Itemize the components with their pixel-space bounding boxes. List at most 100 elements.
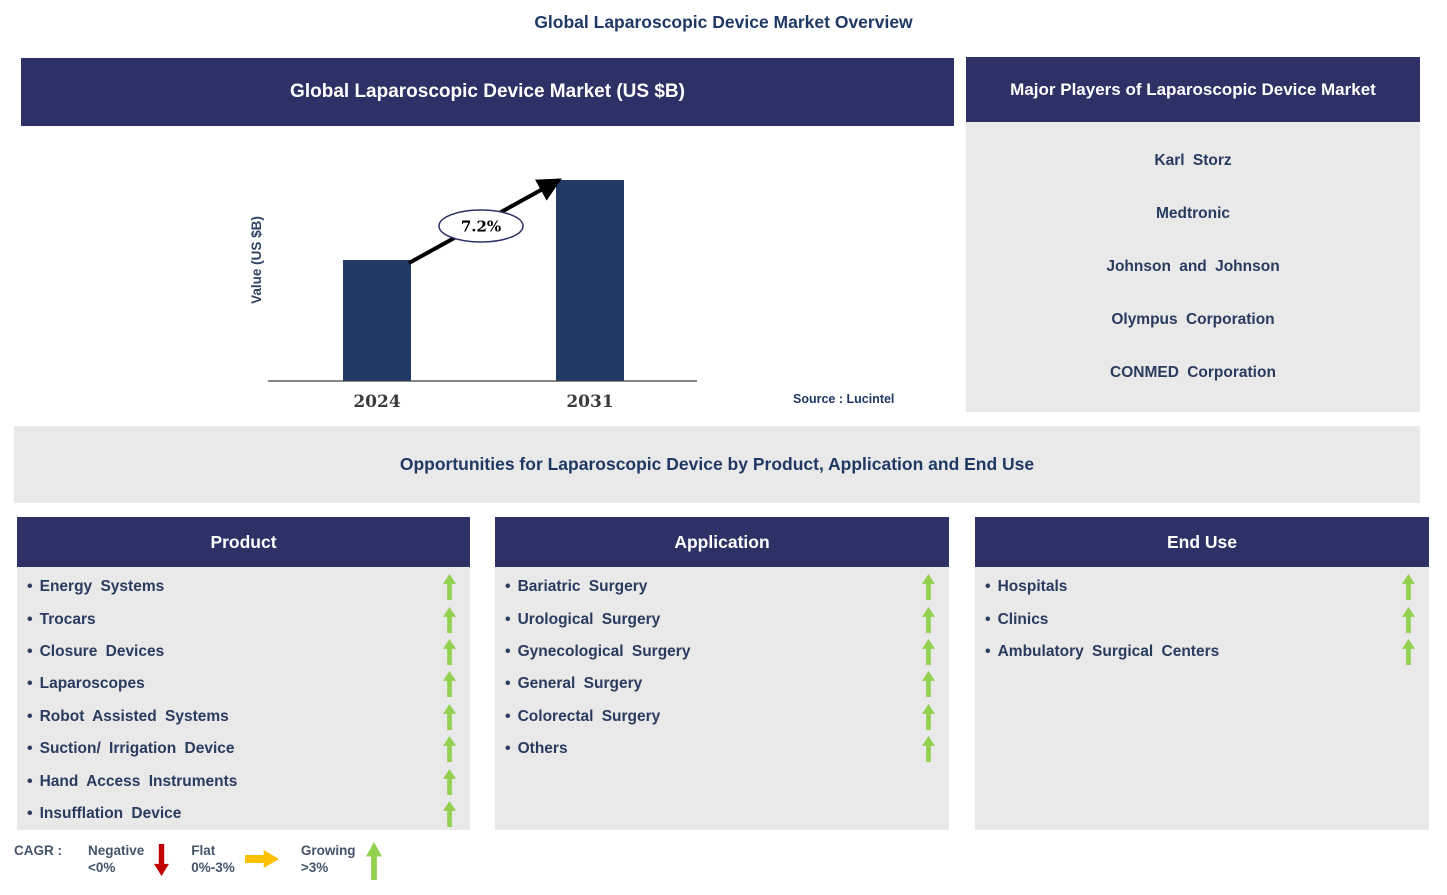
trend-up-arrow-icon: [443, 768, 456, 795]
end-use-list: • Hospitals • Clinics • Ambulatory Surgical C…: [975, 567, 1429, 830]
x-tick-2031: 2031: [566, 392, 613, 412]
legend-entry-range: 0%-3%: [191, 860, 235, 875]
segment-item-label: Urological Surgery: [517, 610, 661, 628]
bullet-icon: •: [505, 642, 511, 660]
source-note: Source : Lucintel: [793, 392, 895, 406]
bullet-icon: •: [505, 675, 511, 693]
segment-item-label: Bariatric Surgery: [517, 578, 648, 596]
legend-entry-range: <0%: [88, 860, 116, 875]
list-item: • Energy Systems: [27, 571, 456, 603]
players-panel-header: Major Players of Laparoscopic Device Mar…: [966, 57, 1420, 122]
list-item: • Trocars: [27, 603, 456, 635]
list-item: • Others: [505, 733, 935, 765]
trend-up-arrow-icon: [443, 671, 456, 698]
end-use-panel: End Use • Hospitals • Clinics • Ambulatory Su…: [975, 517, 1429, 830]
bullet-icon: •: [27, 610, 33, 628]
page-title: Global Laparoscopic Device Market Overvi…: [534, 12, 913, 32]
trend-up-arrow-icon: [922, 671, 935, 698]
cagr-legend-label: CAGR :: [14, 843, 62, 858]
list-item: • Robot Assisted Systems: [27, 701, 456, 733]
bullet-icon: •: [985, 610, 991, 628]
bullet-icon: •: [27, 578, 33, 596]
trend-up-arrow-icon: [443, 606, 456, 633]
trend-up-arrow-icon: [922, 606, 935, 633]
player-name: Karl Storz: [1154, 151, 1232, 169]
segment-item-label: Hospitals: [997, 578, 1068, 596]
segment-item-label: General Surgery: [517, 675, 643, 693]
list-item: • Urological Surgery: [505, 603, 935, 635]
bullet-icon: •: [27, 804, 33, 822]
legend-entry-text: Flat 0%-3%: [191, 842, 235, 876]
legend-entry-name: Flat: [191, 843, 216, 858]
bar-2031: [556, 180, 624, 381]
list-item: • Bariatric Surgery: [505, 571, 935, 603]
bullet-icon: •: [985, 578, 991, 596]
segment-item-label: Others: [517, 740, 568, 758]
application-panel: Application • Bariatric Surgery • Urologica…: [495, 517, 949, 830]
list-item: • Insufflation Device: [27, 798, 456, 830]
bullet-icon: •: [27, 707, 33, 725]
player-name: Johnson and Johnson: [1106, 257, 1280, 275]
list-item: • Laparoscopes: [27, 668, 456, 700]
market-bar-chart: Value (US $B) 7.2% 2024 2031: [249, 178, 697, 412]
list-item: • Hand Access Instruments: [27, 765, 456, 797]
trend-up-arrow-icon: [1402, 574, 1415, 601]
trend-up-arrow-icon: [443, 800, 456, 827]
list-item: • Hospitals: [985, 571, 1415, 603]
segment-item-label: Gynecological Surgery: [517, 642, 691, 660]
legend-entry: Flat 0%-3%: [191, 842, 301, 876]
cagr-value: 7.2%: [461, 218, 501, 236]
bullet-icon: •: [985, 642, 991, 660]
bullet-icon: •: [27, 740, 33, 758]
segment-item-label: Closure Devices: [39, 642, 165, 660]
application-list: • Bariatric Surgery • Urological Surgery • Gy…: [495, 567, 949, 830]
legend-up-arrow-icon: [365, 842, 382, 880]
legend-entry-text: Negative <0%: [88, 842, 144, 876]
player-name: CONMED Corporation: [1110, 364, 1276, 382]
bullet-icon: •: [27, 642, 33, 660]
segment-item-label: Energy Systems: [39, 578, 165, 596]
segment-item-label: Suction/ Irrigation Device: [39, 740, 235, 758]
list-item: • Clinics: [985, 603, 1415, 635]
segment-item-label: Colorectal Surgery: [517, 707, 661, 725]
segment-item-label: Clinics: [997, 610, 1049, 628]
legend-entry-name: Growing: [300, 843, 356, 858]
chart-panel-header: Global Laparoscopic Device Market (US $B…: [21, 58, 954, 126]
cagr-legend-entries: Negative <0% Flat 0%-3% Growing >3%: [88, 842, 404, 884]
legend-down-arrow-icon: [154, 844, 170, 876]
trend-up-arrow-icon: [443, 638, 456, 665]
segment-item-label: Insufflation Device: [39, 804, 182, 822]
bullet-icon: •: [505, 610, 511, 628]
segment-item-label: Hand Access Instruments: [39, 772, 238, 790]
trend-up-arrow-icon: [922, 736, 935, 763]
legend-entry-name: Negative: [88, 843, 145, 858]
segment-item-label: Trocars: [39, 610, 96, 628]
list-item: • Closure Devices: [27, 636, 456, 668]
trend-up-arrow-icon: [1402, 606, 1415, 633]
cagr-callout-ellipse: [438, 209, 524, 243]
trend-up-arrow-icon: [922, 703, 935, 730]
bullet-icon: •: [505, 578, 511, 596]
legend-entry-text: Growing >3%: [301, 842, 356, 876]
trend-up-arrow-icon: [922, 638, 935, 665]
application-panel-header: Application: [495, 517, 949, 567]
bullet-icon: •: [505, 707, 511, 725]
segment-item-label: Ambulatory Surgical Centers: [997, 642, 1220, 660]
trend-up-arrow-icon: [443, 703, 456, 730]
list-item: • Colorectal Surgery: [505, 701, 935, 733]
cagr-legend: CAGR : Negative <0% Flat 0%-3% Growing >3%: [14, 842, 404, 884]
bar-2024: [343, 260, 411, 381]
legend-entry: Growing >3%: [301, 842, 404, 884]
bullet-icon: •: [27, 675, 33, 693]
segment-item-label: Robot Assisted Systems: [39, 707, 229, 725]
product-panel: Product • Energy Systems • Trocars • Closure …: [17, 517, 470, 830]
segment-item-label: Laparoscopes: [39, 675, 145, 693]
product-panel-header: Product: [17, 517, 470, 567]
trend-up-arrow-icon: [443, 736, 456, 763]
list-item: • Ambulatory Surgical Centers: [985, 636, 1415, 668]
y-axis-label: Value (US $B): [249, 216, 264, 304]
end-use-panel-header: End Use: [975, 517, 1429, 567]
trend-up-arrow-icon: [443, 574, 456, 601]
list-item: • General Surgery: [505, 668, 935, 700]
